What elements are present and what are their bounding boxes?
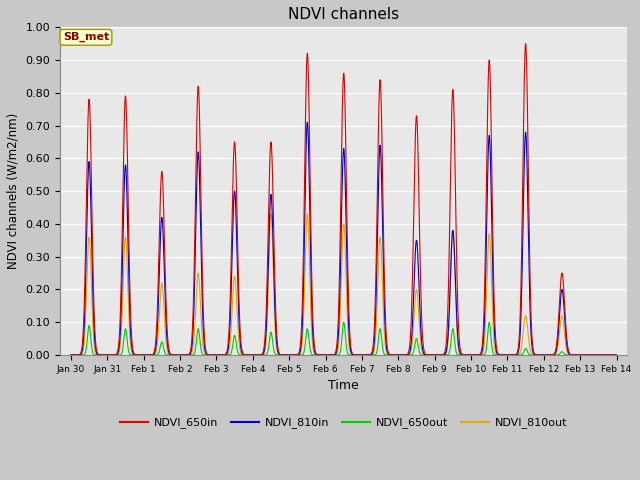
Y-axis label: NDVI channels (W/m2/nm): NDVI channels (W/m2/nm) <box>7 113 20 269</box>
Legend: NDVI_650in, NDVI_810in, NDVI_650out, NDVI_810out: NDVI_650in, NDVI_810in, NDVI_650out, NDV… <box>116 413 572 433</box>
Title: NDVI channels: NDVI channels <box>288 7 399 22</box>
X-axis label: Time: Time <box>328 379 359 392</box>
Text: SB_met: SB_met <box>63 32 109 42</box>
